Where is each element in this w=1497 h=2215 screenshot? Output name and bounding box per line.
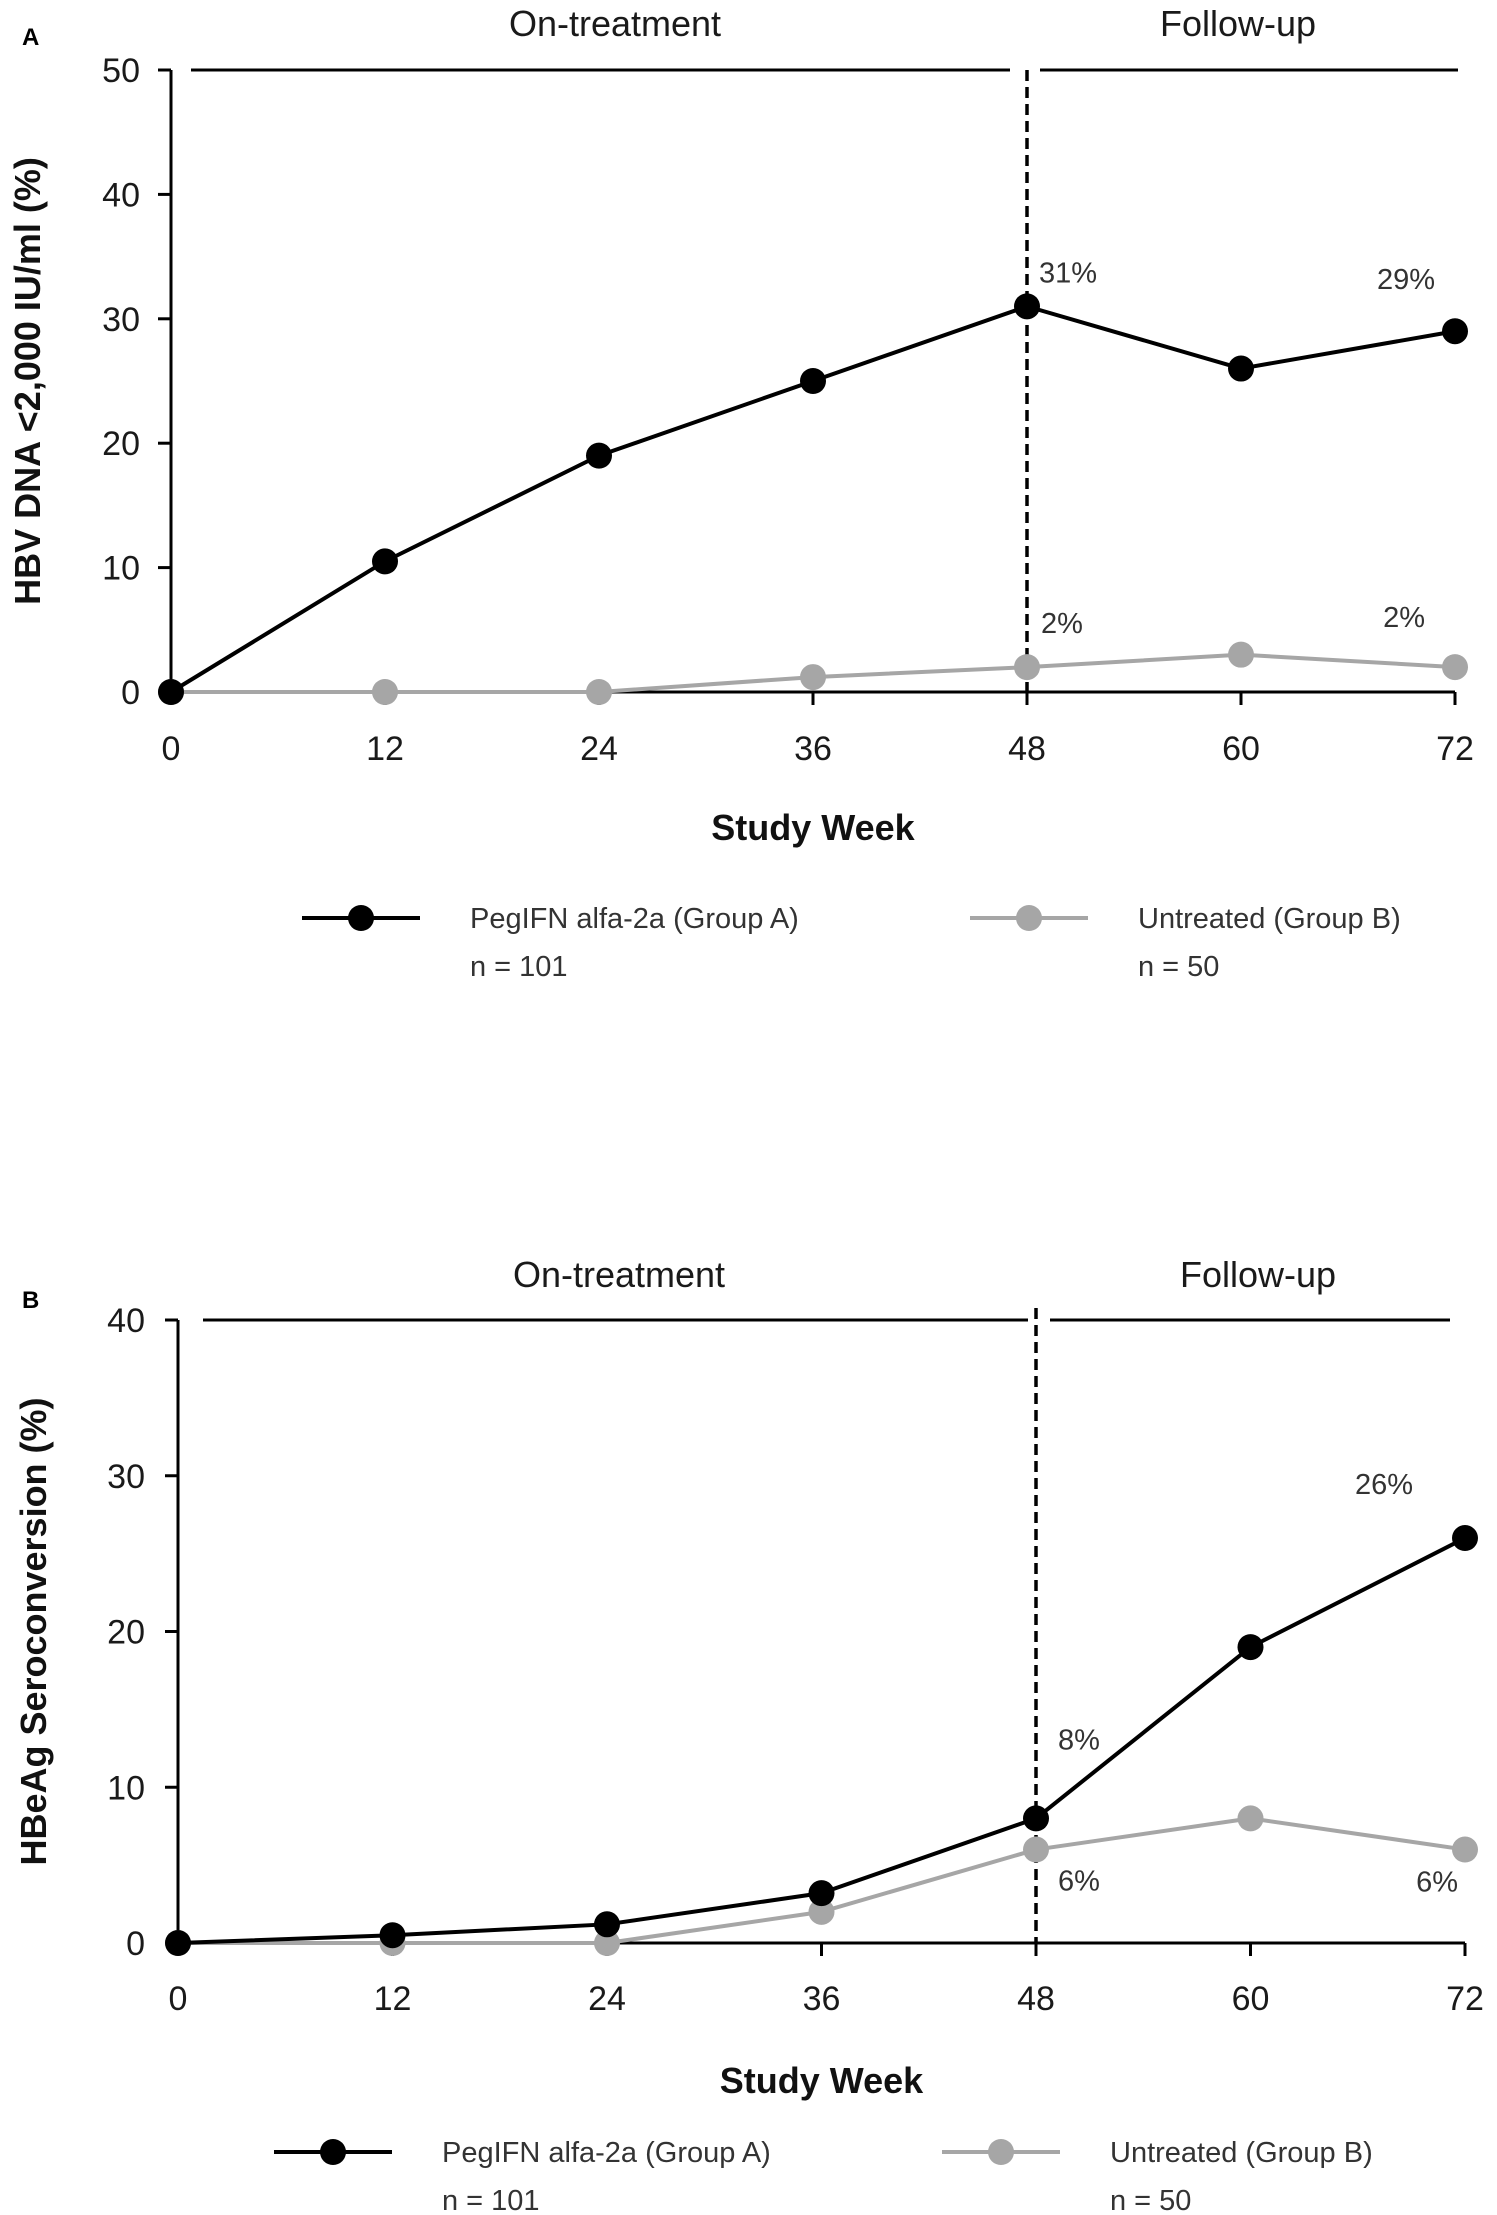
y-tick-label: 30	[102, 301, 140, 339]
y-tick-label: 30	[107, 1458, 145, 1496]
y-tick-label: 10	[107, 1769, 145, 1807]
phase-label-follow-up: Follow-up	[1180, 1254, 1336, 1295]
legend-count: n = 101	[470, 951, 568, 983]
data-point-group-a	[800, 368, 826, 394]
y-tick-label: 40	[107, 1302, 145, 1340]
legend-label: PegIFN alfa-2a (Group A)	[442, 2137, 771, 2169]
data-point-group-a	[1452, 1525, 1478, 1552]
data-point-group-a	[1237, 1634, 1264, 1661]
legend-item-group-a: PegIFN alfa-2a (Group A) n = 101	[302, 903, 799, 983]
x-axis-title: Study Week	[720, 2060, 924, 2101]
series-line-group-a	[169, 304, 1456, 694]
legend-label: Untreated (Group B)	[1110, 2137, 1373, 2169]
data-point-group-b	[1442, 654, 1468, 681]
legend-item-group-b: Untreated (Group B) n = 50	[970, 903, 1401, 983]
data-label: 29%	[1377, 264, 1435, 296]
data-point-group-b	[594, 1930, 620, 1956]
data-point-group-a	[594, 1911, 620, 1938]
data-point-group-b	[1023, 1836, 1049, 1863]
data-point-group-a	[158, 679, 184, 705]
data-label: 26%	[1355, 1469, 1413, 1501]
data-point-group-a	[1014, 293, 1040, 320]
data-point-group-a	[808, 1880, 835, 1907]
y-tick-label: 50	[102, 52, 140, 90]
y-tick-label: 20	[107, 1614, 145, 1652]
x-tick-label: 0	[169, 1980, 188, 2018]
y-tick-label: 20	[102, 425, 140, 463]
data-point-group-a	[379, 1922, 406, 1949]
data-point-group-b	[800, 664, 826, 691]
x-tick-label: 36	[803, 1980, 841, 2018]
x-tick-label: 60	[1222, 730, 1260, 768]
data-point-group-a	[1228, 355, 1254, 382]
legend-count: n = 50	[1110, 2185, 1191, 2215]
legend-item-group-a: PegIFN alfa-2a (Group A) n = 101	[274, 2137, 771, 2215]
y-tick-label: 0	[126, 1925, 145, 1963]
legend-count: n = 50	[1138, 951, 1219, 983]
y-tick-label: 0	[121, 674, 140, 712]
x-axis-title: Study Week	[711, 807, 915, 848]
x-tick-label: 48	[1008, 730, 1046, 768]
legend-swatch-marker	[320, 2139, 346, 2165]
data-point-group-a	[372, 548, 398, 575]
y-tick-label: 40	[102, 176, 140, 214]
chart-panel-a: A On-treatment Follow-up 0 10 20 30 40 50 0 12 24 36…	[7, 3, 1474, 983]
x-tick-label: 12	[366, 730, 404, 768]
x-tick-label: 60	[1232, 1980, 1270, 2018]
data-point-group-b	[808, 1898, 835, 1925]
data-point-group-b	[1237, 1805, 1264, 1832]
x-tick-label: 12	[374, 1980, 412, 2018]
legend-label: PegIFN alfa-2a (Group A)	[470, 903, 799, 935]
data-point-group-b	[1228, 641, 1254, 668]
data-point-group-a	[165, 1930, 191, 1956]
panel-letter: B	[22, 1287, 39, 1314]
x-tick-label: 0	[162, 730, 181, 768]
data-label: 8%	[1058, 1724, 1100, 1756]
data-point-group-a	[1023, 1805, 1049, 1832]
legend-label: Untreated (Group B)	[1138, 903, 1401, 935]
data-point-group-a	[586, 442, 612, 469]
legend-swatch-marker	[1016, 905, 1042, 931]
data-point-group-a	[1442, 318, 1468, 345]
x-tick-label: 24	[588, 1980, 626, 2018]
legend-swatch-marker	[348, 905, 374, 931]
phase-label-follow-up: Follow-up	[1160, 3, 1316, 44]
data-point-group-b	[1014, 654, 1040, 681]
legend-swatch-marker	[988, 2139, 1014, 2165]
data-label: 6%	[1058, 1866, 1100, 1898]
data-label: 6%	[1416, 1867, 1458, 1899]
data-label: 2%	[1383, 602, 1425, 634]
x-tick-label: 36	[794, 730, 832, 768]
chart-panel-b: B On-treatment Follow-up 0 10 20 30 40 0 12 24 36 48…	[13, 1254, 1484, 2215]
y-axis-title: HBV DNA <2,000 IU/ml (%)	[7, 157, 48, 605]
phase-label-on-treatment: On-treatment	[513, 1254, 725, 1295]
data-point-group-b	[372, 679, 398, 705]
y-axis-title: HBeAg Seroconversion (%)	[13, 1397, 54, 1865]
x-tick-label: 48	[1017, 1980, 1055, 2018]
phase-label-on-treatment: On-treatment	[509, 3, 721, 44]
x-tick-label: 24	[580, 730, 618, 768]
legend-count: n = 101	[442, 2185, 540, 2215]
data-label: 2%	[1041, 608, 1083, 640]
legend-item-group-b: Untreated (Group B) n = 50	[942, 2137, 1373, 2215]
y-tick-label: 10	[102, 550, 140, 588]
data-point-group-b	[1452, 1836, 1478, 1863]
data-point-group-b	[586, 679, 612, 705]
x-tick-label: 72	[1436, 730, 1474, 768]
x-tick-label: 72	[1446, 1980, 1484, 2018]
panel-letter: A	[22, 24, 39, 51]
data-label: 31%	[1039, 257, 1097, 289]
